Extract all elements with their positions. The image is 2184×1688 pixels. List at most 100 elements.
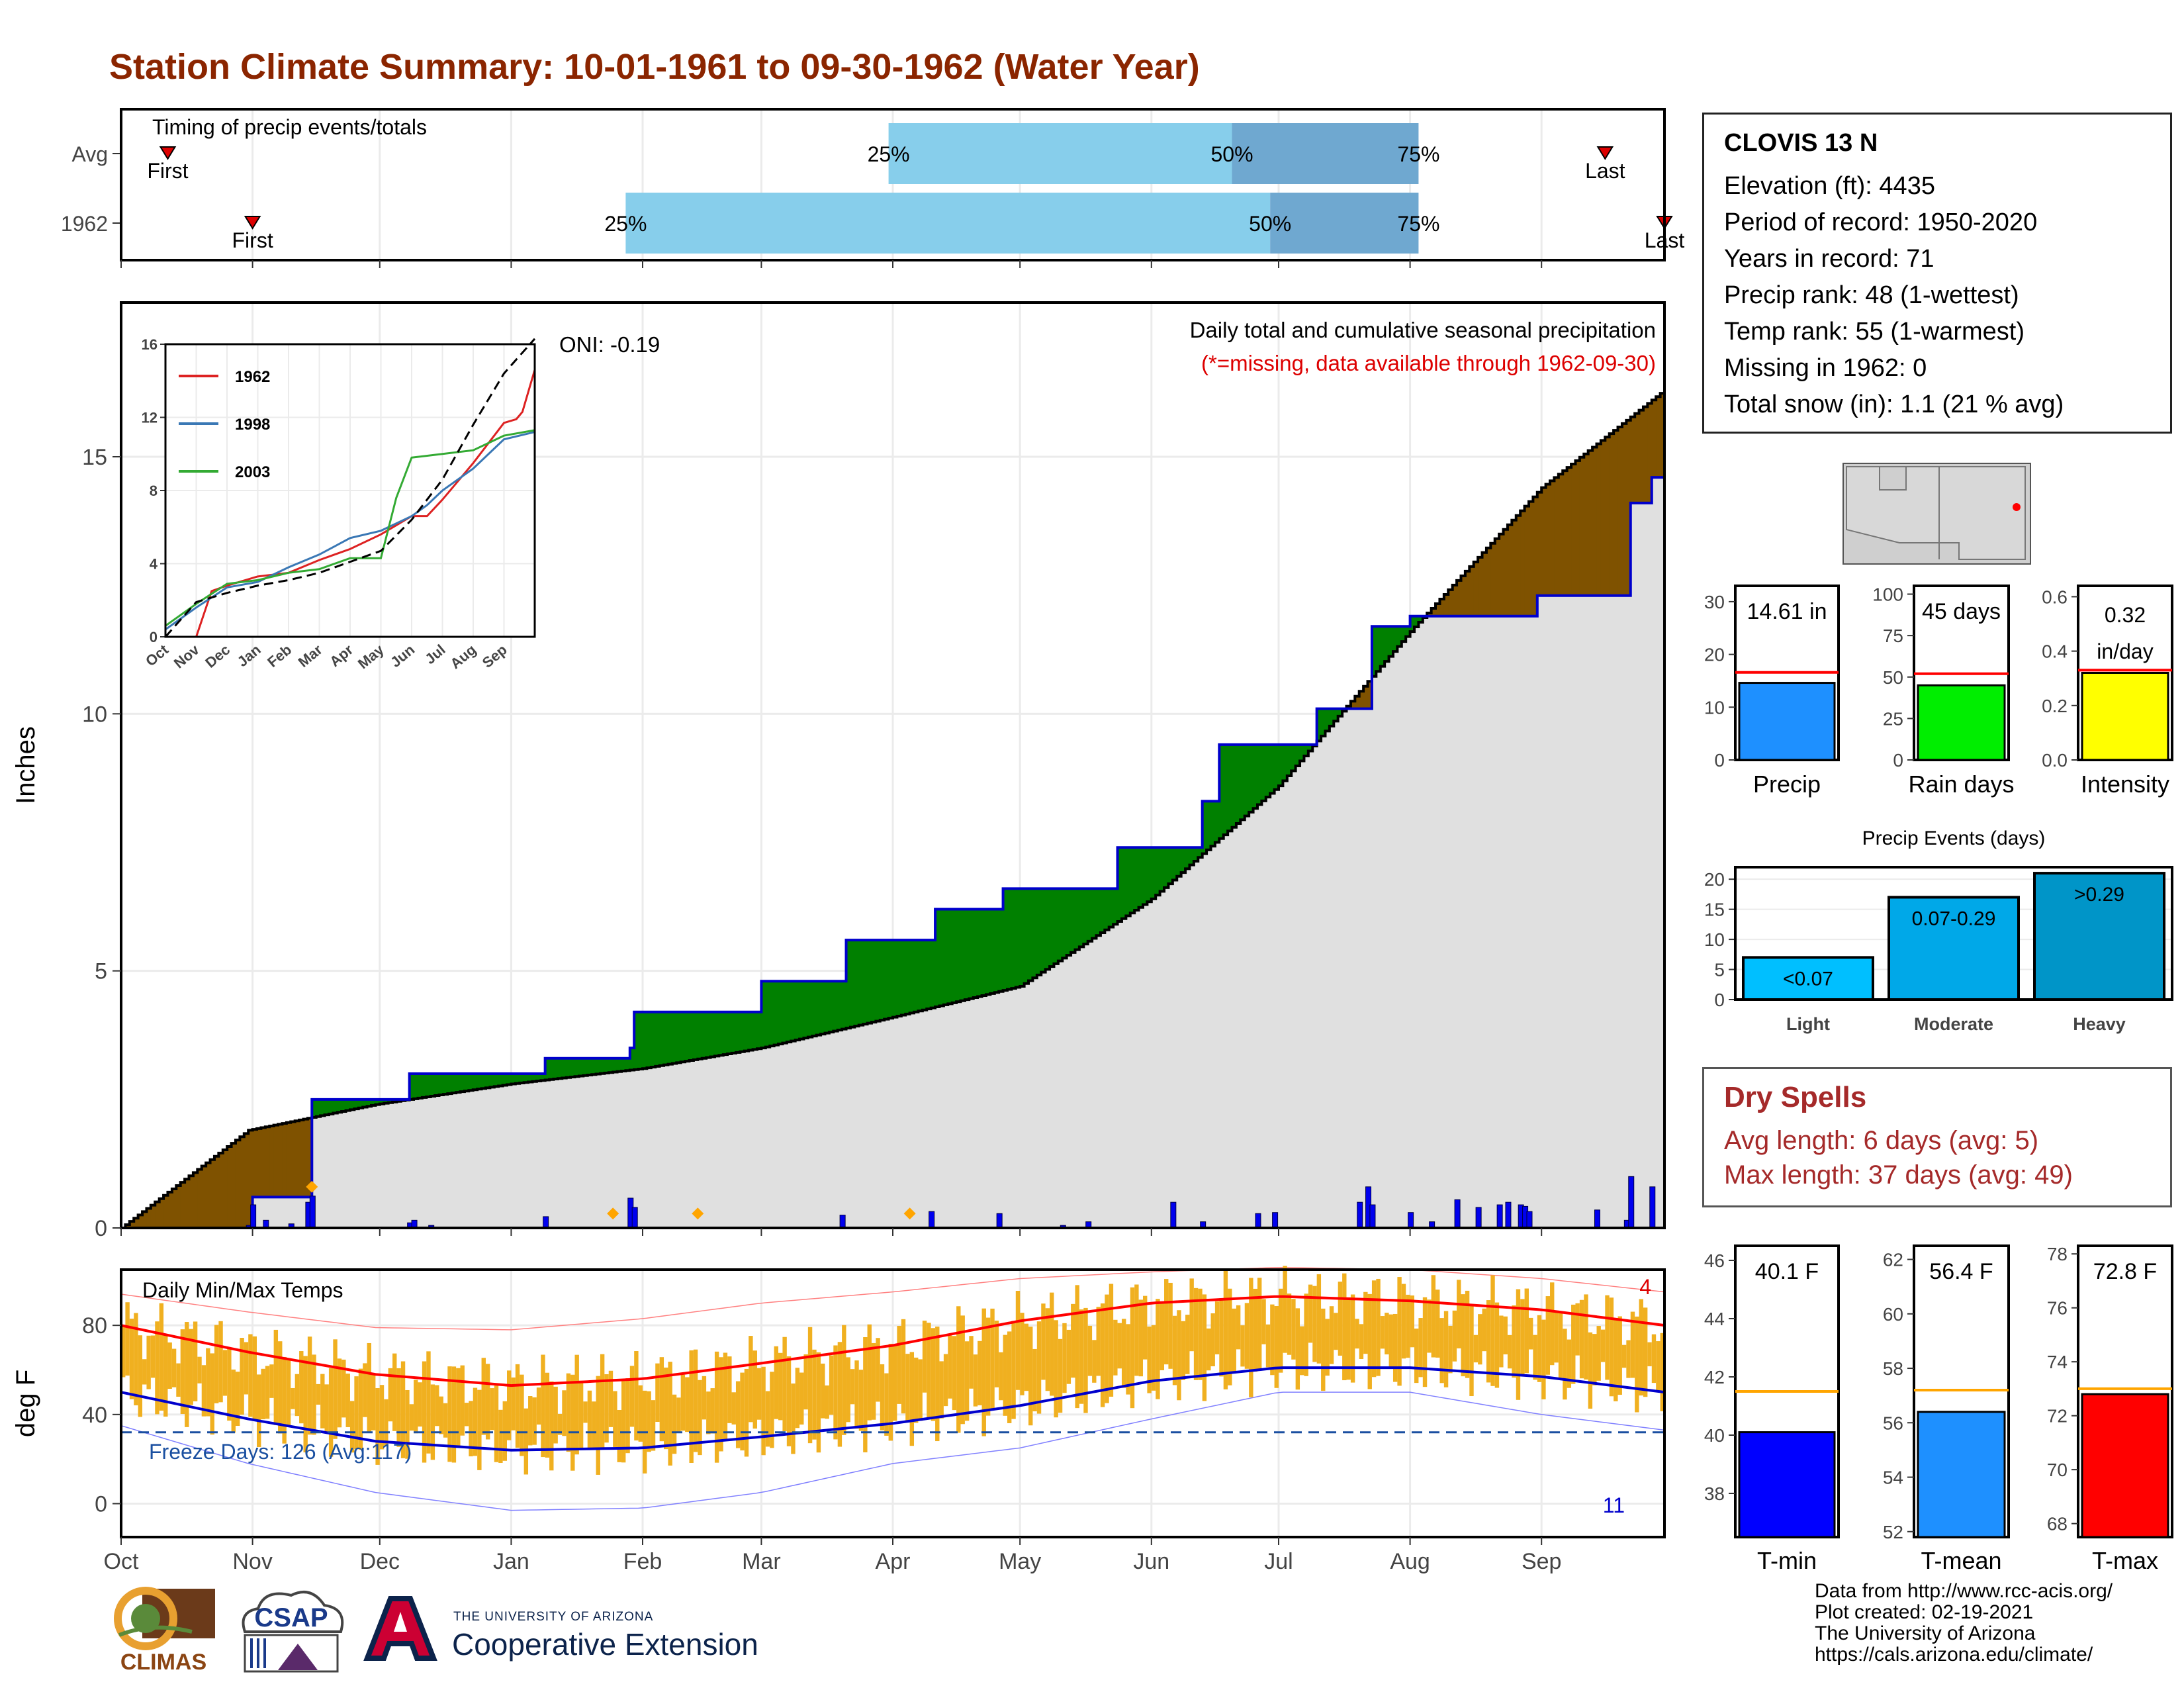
cum-diff-fill — [1244, 744, 1250, 816]
daily-temp-bar — [587, 1390, 592, 1449]
cum-diff-fill — [129, 1221, 134, 1228]
daily-temp-bar — [837, 1342, 842, 1447]
cum-base-fill — [439, 1095, 444, 1228]
daily-temp-bar — [1537, 1315, 1542, 1382]
daily-temp-bar — [1499, 1315, 1504, 1368]
cum-diff-fill — [1651, 400, 1657, 478]
daily-temp-bar — [931, 1328, 936, 1421]
daily-temp-bar — [532, 1397, 537, 1445]
daily-temp-bar — [1032, 1348, 1037, 1412]
daily-temp-bar — [384, 1399, 388, 1446]
cum-diff-fill — [1240, 744, 1246, 820]
cum-diff-fill — [1232, 744, 1237, 827]
daily-temp-bar — [1338, 1282, 1343, 1356]
tmax-label: T-max — [2092, 1547, 2158, 1574]
daily-temp-bar — [1164, 1279, 1169, 1365]
daily-temp-bar — [1261, 1299, 1266, 1344]
daily-temp-bar — [1198, 1288, 1203, 1380]
cum-diff-fill — [523, 1074, 529, 1083]
tmean-ytick-label: 56 — [1883, 1413, 1903, 1433]
cum-diff-fill — [1130, 847, 1135, 914]
cum-diff-fill — [1117, 847, 1122, 922]
station-name: CLOVIS 13 N — [1724, 129, 1878, 157]
cum-base-fill — [1075, 949, 1080, 1228]
temp-ytick-label: 80 — [82, 1313, 107, 1338]
daily-temp-bar — [1024, 1323, 1029, 1391]
cum-diff-fill — [664, 1011, 669, 1065]
cum-diff-fill — [807, 981, 813, 1037]
dry-spells-box: Dry Spells Avg length: 6 days (avg: 5) M… — [1702, 1067, 2172, 1207]
cum-diff-fill — [858, 940, 864, 1025]
cum-diff-fill — [1011, 888, 1017, 989]
daily-temp-bar — [854, 1360, 859, 1429]
daily-temp-bar — [443, 1403, 448, 1438]
cum-diff-fill — [1656, 397, 1661, 478]
cum-base-fill — [1041, 972, 1046, 1228]
cum-diff-fill — [1499, 534, 1504, 616]
inset-frame — [164, 343, 536, 638]
cum-base-fill — [1228, 831, 1233, 1228]
cum-base-fill — [1342, 711, 1347, 1228]
timing-label-first: First — [232, 228, 273, 252]
intensity-ytick-label: 0.6 — [2042, 586, 2068, 607]
cum-base-fill — [1308, 751, 1313, 1228]
daily-temp-bar — [1295, 1308, 1300, 1390]
cum-diff-fill — [659, 1011, 664, 1066]
daily-temp-bar — [1406, 1294, 1410, 1358]
daily-temp-bar — [744, 1368, 749, 1457]
cum-base-fill — [922, 1009, 927, 1228]
cum-diff-fill — [1181, 847, 1186, 873]
daily-temp-bar — [1376, 1278, 1381, 1376]
cum-diff-fill — [1388, 626, 1394, 657]
cum-diff-fill — [749, 1011, 754, 1051]
intensity-ytick-label: 0.4 — [2042, 641, 2068, 662]
cum-diff-fill — [1316, 708, 1322, 741]
cum-base-fill — [1617, 595, 1623, 1228]
cum-diff-fill — [1617, 427, 1623, 596]
timing-first-marker — [159, 146, 177, 160]
daily-temp-bar — [791, 1383, 796, 1454]
daily-temp-bar — [948, 1335, 952, 1399]
daily-temp-bar — [613, 1391, 617, 1447]
daily-temp-bar — [354, 1376, 359, 1449]
cum-base-fill — [405, 1100, 410, 1228]
daily-precip-bar — [839, 1215, 846, 1229]
cum-base-fill — [680, 1062, 686, 1228]
credits: Data from http://www.rcc-acis.org/ Plot … — [1815, 1581, 2113, 1665]
daily-temp-bar — [647, 1391, 651, 1452]
cum-base-fill — [1249, 812, 1254, 1228]
daily-temp-bar — [324, 1384, 329, 1432]
daily-temp-bar — [884, 1373, 889, 1436]
cum-base-fill — [1024, 983, 1029, 1228]
cum-diff-fill — [735, 1011, 741, 1053]
daily-temp-bar — [1015, 1291, 1021, 1390]
cum-base-fill — [1439, 616, 1445, 1228]
daily-temp-bar — [1041, 1303, 1046, 1380]
cum-diff-fill — [1524, 506, 1529, 616]
rain_days-ytick-label: 25 — [1883, 708, 1903, 729]
daily-temp-bar — [1036, 1321, 1042, 1414]
cum-base-fill — [1329, 726, 1334, 1228]
daily-precip-bar — [1475, 1207, 1482, 1229]
cum-diff-fill — [1355, 696, 1360, 709]
daily-temp-bar — [761, 1366, 766, 1456]
cum-base-fill — [1355, 708, 1360, 1228]
cum-diff-fill — [1261, 744, 1267, 801]
inset-ytick-label: 0 — [150, 629, 158, 645]
cum-base-fill — [888, 1018, 893, 1228]
cum-diff-fill — [447, 1074, 453, 1094]
daily-temp-bar — [155, 1321, 159, 1415]
cum-base-fill — [876, 1021, 881, 1228]
daily-temp-bar — [1545, 1296, 1551, 1375]
precip_total-label: Precip — [1753, 771, 1821, 798]
cum-base-fill — [964, 1000, 970, 1228]
inset-ytick-label: 16 — [142, 336, 158, 353]
daily-temp-bar — [914, 1357, 919, 1423]
cum-base-fill — [1219, 838, 1224, 1228]
cum-diff-fill — [125, 1225, 130, 1228]
cum-diff-fill — [1121, 847, 1126, 919]
cum-diff-fill — [638, 1011, 643, 1069]
daily-temp-bar — [927, 1323, 931, 1419]
timing-bar-25-50 — [625, 193, 1271, 254]
